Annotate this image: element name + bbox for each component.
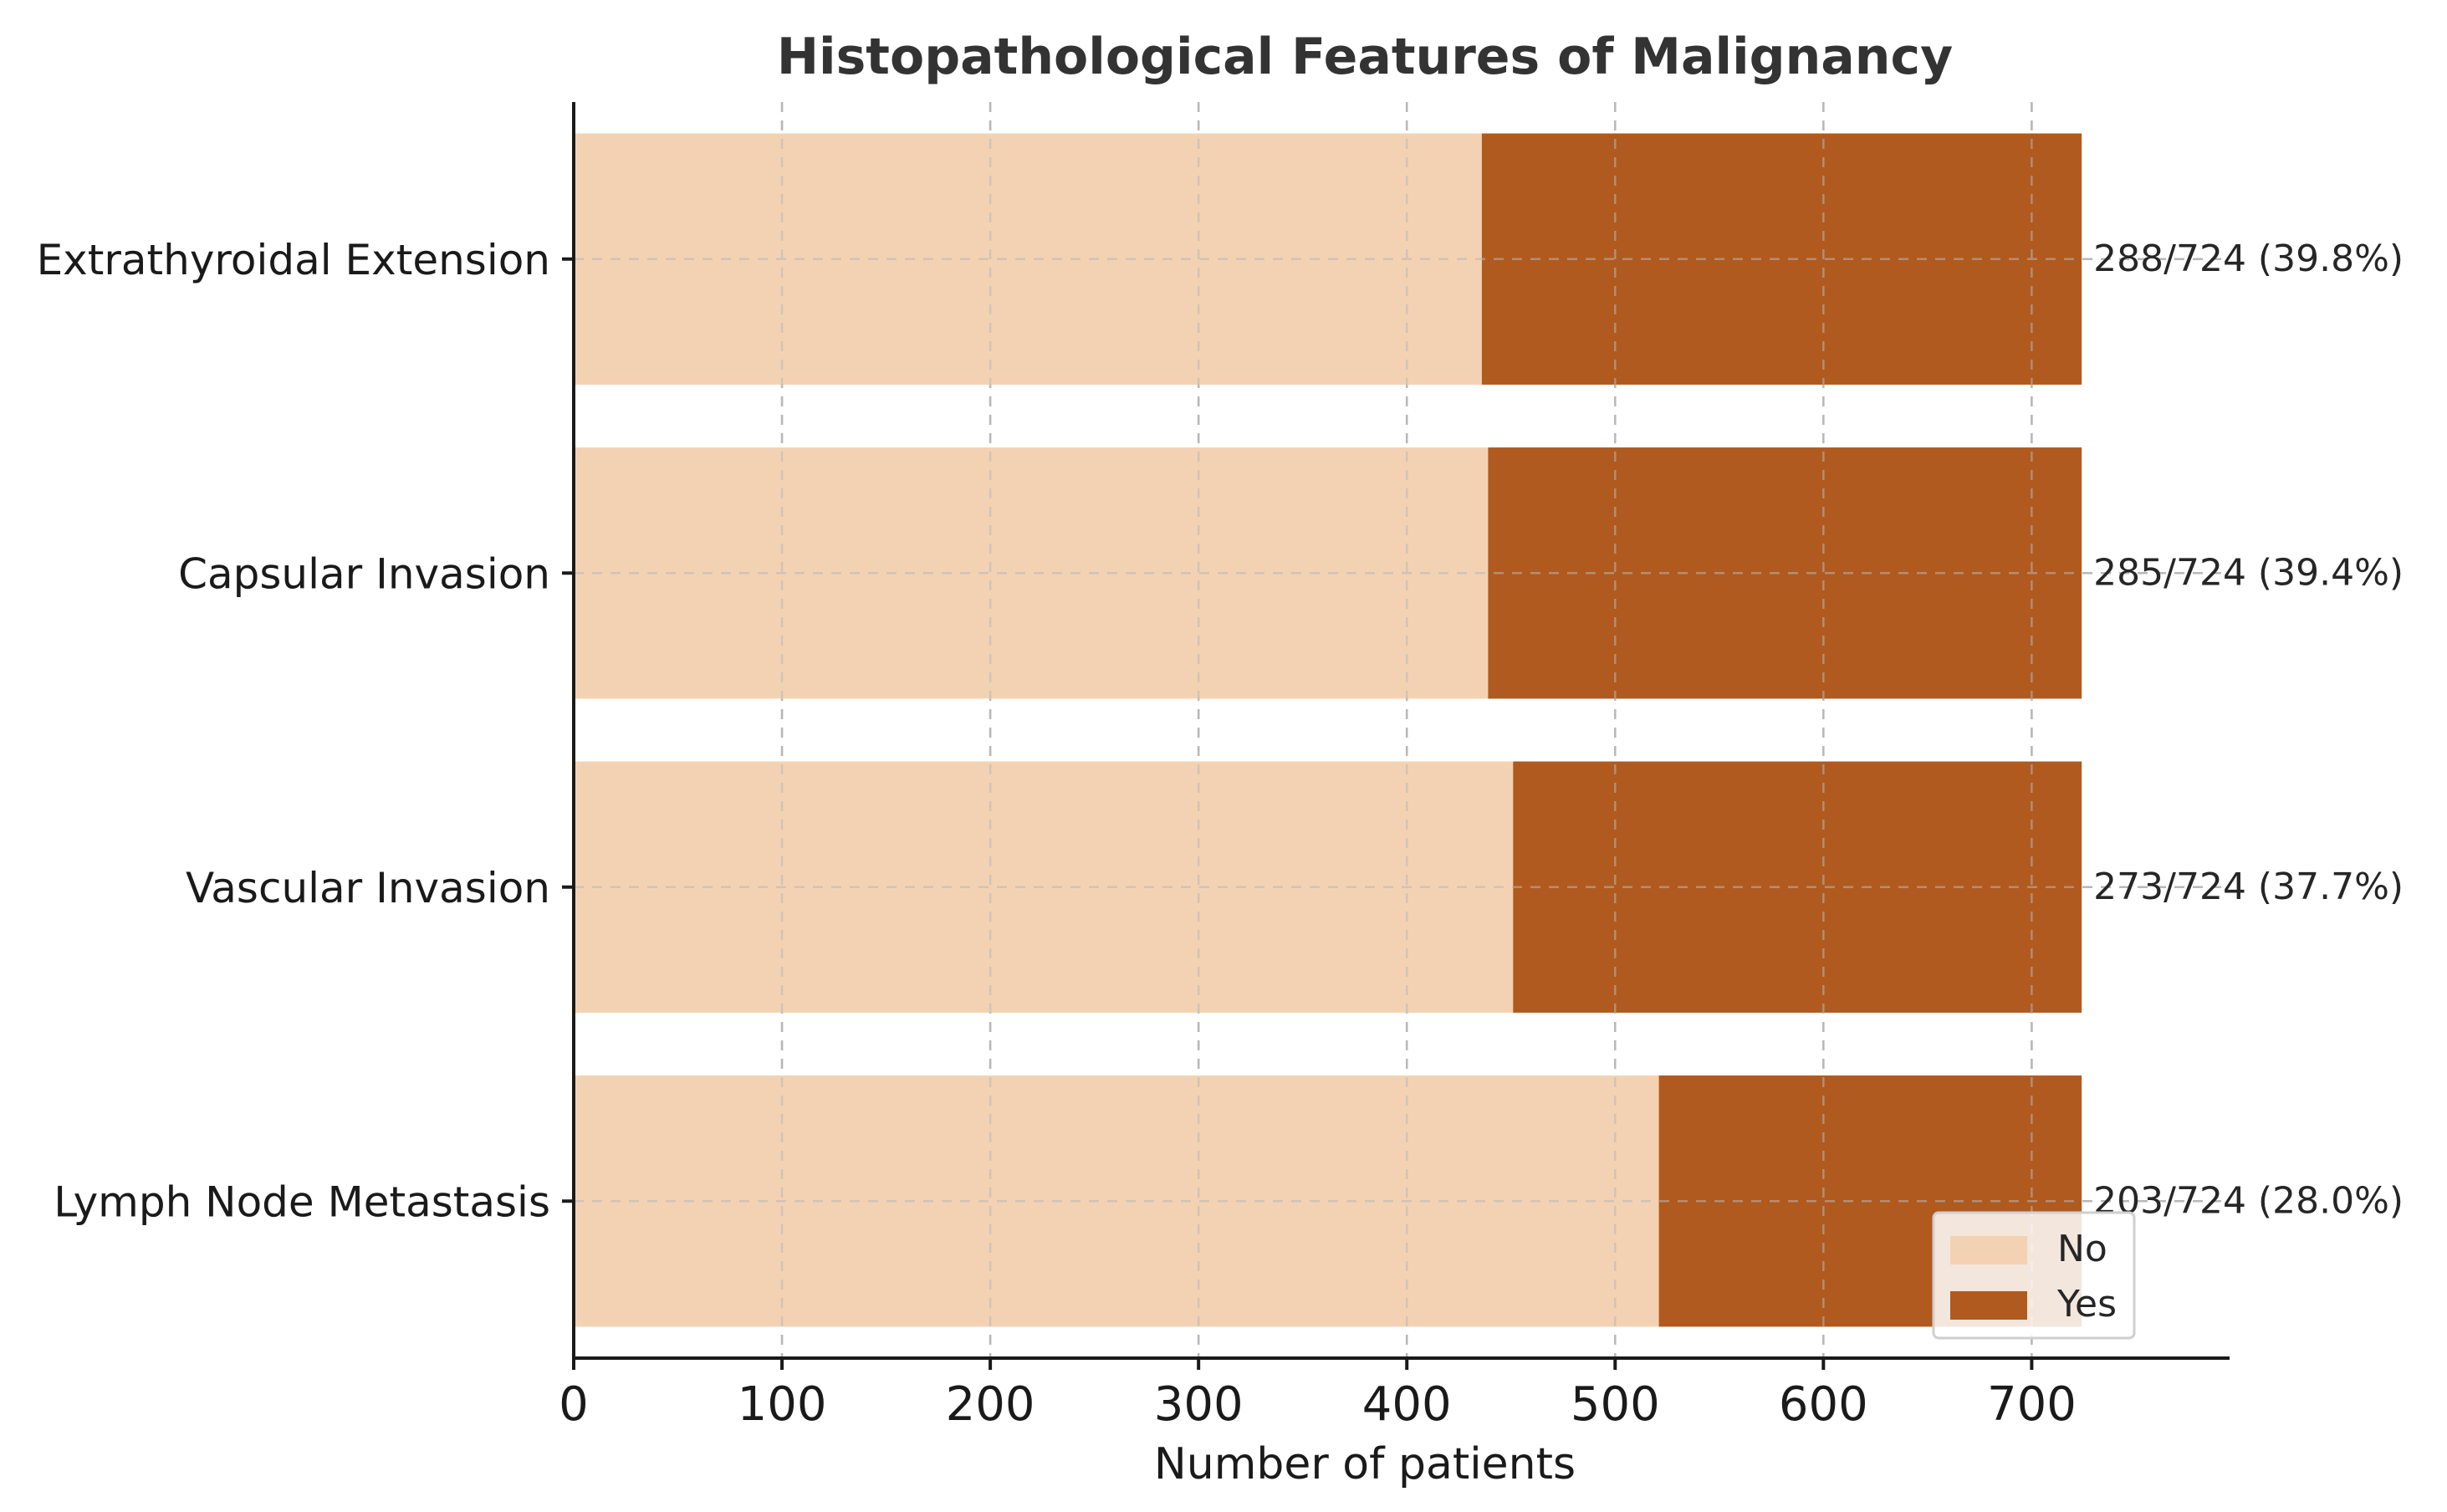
chart-title: Histopathological Features of Malignancy xyxy=(777,28,1953,86)
x-tick-label: 400 xyxy=(1362,1377,1452,1432)
legend-swatch-no xyxy=(1950,1236,2027,1264)
bar-annotation: 203/724 (28.0%) xyxy=(2093,1179,2404,1222)
axes-layer xyxy=(562,102,2230,1370)
category-label: Lymph Node Metastasis xyxy=(54,1177,550,1226)
x-tick-label: 700 xyxy=(1987,1377,2077,1432)
x-tick-label: 0 xyxy=(559,1377,589,1432)
x-tick-label: 300 xyxy=(1154,1377,1244,1432)
grid-overlay xyxy=(574,102,2230,1358)
x-tick-label: 100 xyxy=(738,1377,827,1432)
labels-layer: 0 100 200 300 400 500 600 700 Extrathyroidal Ext… xyxy=(37,236,2404,1432)
legend: No Yes xyxy=(1932,1211,2136,1340)
x-tick-label: 200 xyxy=(946,1377,1035,1432)
legend-label-no: No xyxy=(2057,1228,2107,1270)
x-tick-label: 600 xyxy=(1779,1377,1868,1432)
category-label: Capsular Invasion xyxy=(178,549,550,598)
category-label: Vascular Invasion xyxy=(186,864,550,912)
bars-layer xyxy=(574,133,2082,1327)
bar-annotation: 273/724 (37.7%) xyxy=(2093,866,2404,908)
category-label: Extrathyroidal Extension xyxy=(37,236,550,284)
x-axis-label: Number of patients xyxy=(1154,1439,1576,1489)
x-tick-label: 500 xyxy=(1571,1377,1660,1432)
legend-swatch-yes xyxy=(1950,1291,2027,1320)
bar-annotation: 288/724 (39.8%) xyxy=(2093,238,2404,280)
bar-annotation: 285/724 (39.4%) xyxy=(2093,551,2404,594)
legend-label-yes: Yes xyxy=(2056,1283,2117,1326)
